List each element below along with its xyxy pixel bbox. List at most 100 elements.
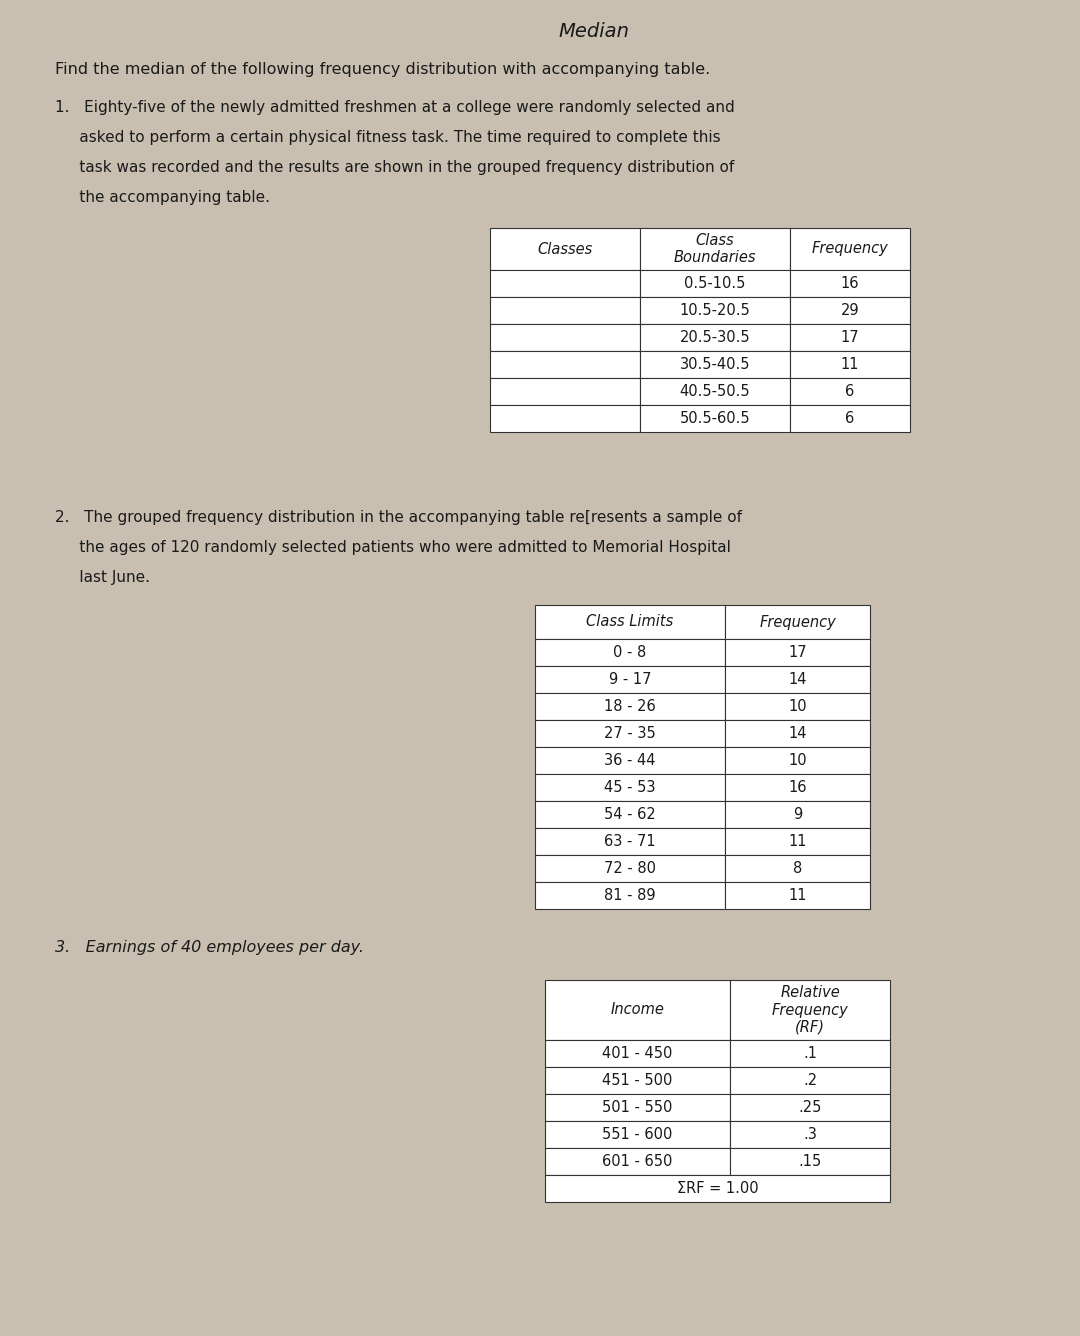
Text: .3: .3 xyxy=(804,1128,816,1142)
Bar xyxy=(725,639,870,667)
Bar xyxy=(789,351,910,378)
Text: .2: .2 xyxy=(802,1073,818,1088)
Text: 30.5-40.5: 30.5-40.5 xyxy=(679,357,751,371)
Text: 551 - 600: 551 - 600 xyxy=(603,1128,673,1142)
Bar xyxy=(725,693,870,720)
Text: 0 - 8: 0 - 8 xyxy=(613,645,647,660)
Bar xyxy=(640,351,789,378)
Text: 16: 16 xyxy=(788,780,807,795)
Text: 16: 16 xyxy=(840,277,860,291)
Bar xyxy=(730,1121,890,1148)
Text: 10: 10 xyxy=(788,754,807,768)
Bar xyxy=(789,228,910,270)
Text: 6: 6 xyxy=(846,383,854,399)
Bar xyxy=(535,747,725,774)
Bar xyxy=(535,855,725,882)
Bar xyxy=(640,405,789,432)
Text: 20.5-30.5: 20.5-30.5 xyxy=(679,330,751,345)
Text: the accompanying table.: the accompanying table. xyxy=(55,190,270,204)
Text: asked to perform a certain physical fitness task. The time required to complete : asked to perform a certain physical fitn… xyxy=(55,130,720,146)
Bar xyxy=(730,1039,890,1067)
Text: 601 - 650: 601 - 650 xyxy=(603,1154,673,1169)
Text: 10.5-20.5: 10.5-20.5 xyxy=(679,303,751,318)
Bar xyxy=(730,1067,890,1094)
Bar xyxy=(640,325,789,351)
Text: Class
Boundaries: Class Boundaries xyxy=(674,232,756,266)
Bar xyxy=(730,981,890,1039)
Text: 2.   The grouped frequency distribution in the accompanying table re[resents a s: 2. The grouped frequency distribution in… xyxy=(55,510,742,525)
Bar xyxy=(640,378,789,405)
Bar xyxy=(490,325,640,351)
Text: 27 - 35: 27 - 35 xyxy=(604,725,656,741)
Text: 9: 9 xyxy=(793,807,802,822)
Bar xyxy=(535,639,725,667)
Text: 501 - 550: 501 - 550 xyxy=(603,1100,673,1116)
Bar xyxy=(545,1094,730,1121)
Text: .15: .15 xyxy=(798,1154,822,1169)
Bar xyxy=(490,228,640,270)
Text: 6: 6 xyxy=(846,411,854,426)
Text: Median: Median xyxy=(558,21,630,41)
Bar xyxy=(789,325,910,351)
Bar xyxy=(725,855,870,882)
Bar xyxy=(640,297,789,325)
Bar xyxy=(535,605,725,639)
Bar xyxy=(535,774,725,802)
Bar xyxy=(789,378,910,405)
Bar xyxy=(725,747,870,774)
Text: .1: .1 xyxy=(804,1046,816,1061)
Text: 40.5-50.5: 40.5-50.5 xyxy=(679,383,751,399)
Text: 3.   Earnings of 40 employees per day.: 3. Earnings of 40 employees per day. xyxy=(55,941,364,955)
Bar xyxy=(490,405,640,432)
Bar xyxy=(490,297,640,325)
Bar xyxy=(535,802,725,828)
Text: 9 - 17: 9 - 17 xyxy=(609,672,651,687)
Text: Relative
Frequency
(RF): Relative Frequency (RF) xyxy=(771,985,849,1035)
Bar xyxy=(535,828,725,855)
Text: 17: 17 xyxy=(788,645,807,660)
Bar xyxy=(730,1094,890,1121)
Text: 11: 11 xyxy=(788,834,807,848)
Bar xyxy=(545,1121,730,1148)
Text: 1.   Eighty-five of the newly admitted freshmen at a college were randomly selec: 1. Eighty-five of the newly admitted fre… xyxy=(55,100,734,115)
Text: Find the median of the following frequency distribution with accompanying table.: Find the median of the following frequen… xyxy=(55,61,711,77)
Bar xyxy=(535,667,725,693)
Bar xyxy=(545,1148,730,1174)
Bar xyxy=(725,774,870,802)
Bar xyxy=(725,720,870,747)
Bar xyxy=(545,1067,730,1094)
Text: 0.5-10.5: 0.5-10.5 xyxy=(685,277,745,291)
Bar xyxy=(490,378,640,405)
Text: 36 - 44: 36 - 44 xyxy=(604,754,656,768)
Bar xyxy=(789,270,910,297)
Bar xyxy=(725,802,870,828)
Text: Frequency: Frequency xyxy=(812,242,889,257)
Text: .25: .25 xyxy=(798,1100,822,1116)
Bar xyxy=(725,828,870,855)
Text: 54 - 62: 54 - 62 xyxy=(604,807,656,822)
Text: last June.: last June. xyxy=(55,570,150,585)
Bar xyxy=(535,693,725,720)
Text: 11: 11 xyxy=(788,888,807,903)
Bar xyxy=(725,667,870,693)
Bar xyxy=(789,297,910,325)
Bar xyxy=(730,1148,890,1174)
Text: Income: Income xyxy=(610,1002,664,1018)
Text: 14: 14 xyxy=(788,672,807,687)
Text: 18 - 26: 18 - 26 xyxy=(604,699,656,713)
Bar xyxy=(725,882,870,908)
Bar xyxy=(640,270,789,297)
Text: 81 - 89: 81 - 89 xyxy=(604,888,656,903)
Text: 11: 11 xyxy=(840,357,860,371)
Text: Classes: Classes xyxy=(538,242,593,257)
Text: 8: 8 xyxy=(793,860,802,876)
Bar xyxy=(490,270,640,297)
Bar xyxy=(545,981,730,1039)
Bar xyxy=(490,351,640,378)
Text: task was recorded and the results are shown in the grouped frequency distributio: task was recorded and the results are sh… xyxy=(55,160,734,175)
Bar xyxy=(545,1039,730,1067)
Text: 50.5-60.5: 50.5-60.5 xyxy=(679,411,751,426)
Text: ΣRF = 1.00: ΣRF = 1.00 xyxy=(677,1181,758,1196)
Bar xyxy=(535,720,725,747)
Text: Class Limits: Class Limits xyxy=(586,615,674,629)
